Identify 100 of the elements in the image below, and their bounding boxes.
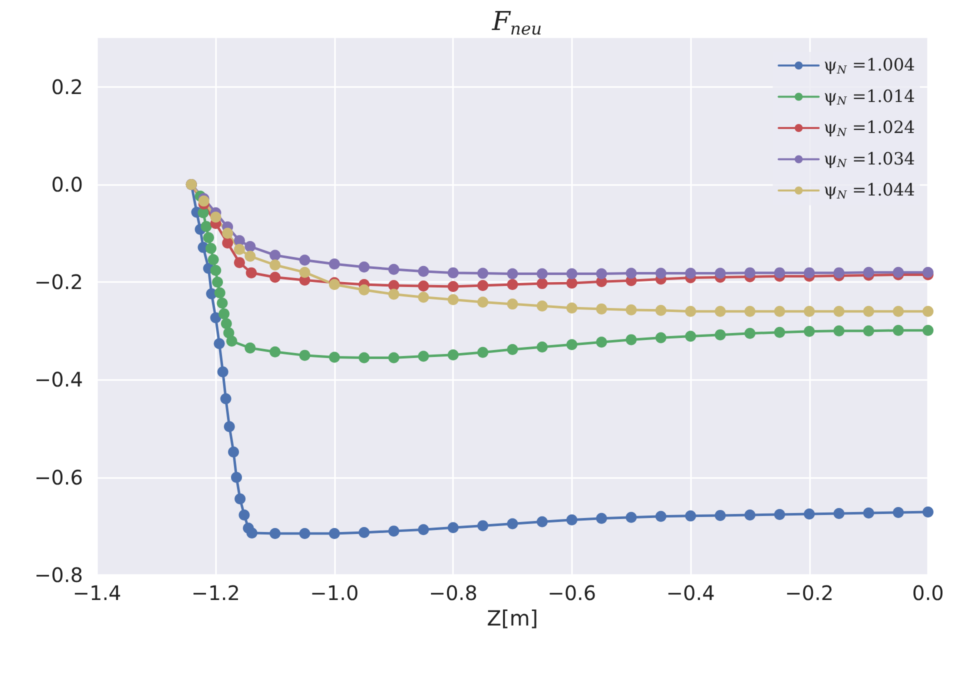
point bbox=[299, 254, 310, 266]
point bbox=[892, 306, 904, 317]
point bbox=[418, 292, 429, 303]
point bbox=[596, 303, 608, 314]
point bbox=[744, 328, 756, 339]
point bbox=[358, 261, 370, 272]
point bbox=[477, 296, 488, 308]
point bbox=[566, 302, 578, 314]
point bbox=[418, 524, 429, 536]
point bbox=[220, 318, 232, 330]
point bbox=[507, 298, 518, 310]
point bbox=[655, 304, 666, 316]
point bbox=[212, 276, 223, 288]
point bbox=[448, 349, 459, 360]
point bbox=[246, 267, 257, 278]
point bbox=[217, 366, 228, 378]
point bbox=[234, 244, 245, 255]
point bbox=[222, 228, 234, 239]
point bbox=[270, 528, 281, 539]
point bbox=[234, 235, 245, 246]
point bbox=[536, 278, 548, 290]
point bbox=[299, 266, 310, 278]
point bbox=[388, 264, 400, 275]
point bbox=[596, 512, 608, 524]
point bbox=[198, 196, 210, 207]
point bbox=[804, 326, 815, 337]
point bbox=[744, 306, 756, 317]
point bbox=[358, 527, 370, 538]
point bbox=[566, 339, 578, 350]
point bbox=[863, 266, 874, 278]
point bbox=[205, 242, 216, 254]
point bbox=[774, 306, 786, 317]
point bbox=[477, 268, 488, 279]
point bbox=[922, 266, 934, 278]
point bbox=[203, 232, 214, 244]
point bbox=[388, 288, 400, 300]
point bbox=[892, 266, 904, 278]
point bbox=[833, 267, 844, 278]
point bbox=[210, 212, 222, 223]
point bbox=[270, 346, 281, 358]
point bbox=[566, 278, 578, 289]
point bbox=[507, 518, 518, 530]
y-tick-label: −0.2 bbox=[34, 270, 83, 294]
point bbox=[388, 352, 400, 364]
point bbox=[244, 342, 256, 354]
point bbox=[222, 238, 234, 249]
x-axis-title: Z[m] bbox=[486, 606, 538, 630]
point bbox=[228, 446, 240, 458]
point bbox=[863, 325, 874, 336]
point bbox=[685, 510, 696, 522]
point bbox=[596, 268, 608, 280]
point bbox=[804, 267, 815, 278]
x-tick-label: −0.2 bbox=[784, 581, 834, 605]
point bbox=[328, 528, 340, 539]
y-tick-label: −0.4 bbox=[34, 368, 83, 392]
point bbox=[231, 472, 242, 483]
point bbox=[218, 308, 230, 320]
point bbox=[246, 528, 258, 539]
point bbox=[507, 344, 518, 355]
point bbox=[477, 346, 488, 358]
point bbox=[774, 508, 786, 520]
point bbox=[358, 352, 370, 364]
point bbox=[596, 336, 608, 348]
x-tick-label: −1.2 bbox=[191, 581, 240, 605]
point bbox=[833, 325, 844, 336]
point bbox=[833, 306, 844, 317]
point bbox=[566, 268, 578, 280]
point bbox=[922, 306, 934, 317]
point bbox=[507, 279, 518, 290]
point bbox=[270, 260, 281, 270]
point bbox=[626, 512, 637, 523]
point bbox=[448, 294, 459, 306]
point bbox=[655, 268, 666, 279]
point bbox=[863, 508, 874, 518]
point bbox=[566, 514, 578, 526]
point bbox=[804, 508, 815, 520]
point bbox=[892, 324, 904, 336]
x-tick-label: 0.0 bbox=[912, 581, 944, 605]
point bbox=[744, 267, 756, 278]
point bbox=[714, 329, 726, 340]
point bbox=[328, 258, 340, 270]
point bbox=[238, 509, 250, 520]
point bbox=[714, 510, 726, 521]
point bbox=[328, 352, 340, 363]
point bbox=[536, 516, 548, 528]
point bbox=[299, 528, 310, 539]
y-tick-label: 0.0 bbox=[51, 172, 83, 196]
point bbox=[626, 304, 637, 316]
point bbox=[685, 330, 696, 342]
point bbox=[744, 509, 756, 520]
point bbox=[270, 250, 281, 261]
point bbox=[244, 240, 256, 252]
point bbox=[418, 280, 429, 292]
x-tick-label: −0.8 bbox=[428, 581, 478, 605]
point bbox=[224, 421, 235, 432]
point bbox=[685, 306, 696, 317]
point bbox=[774, 326, 786, 338]
point bbox=[299, 350, 310, 361]
y-tick-label: −0.6 bbox=[34, 465, 83, 490]
point bbox=[270, 272, 281, 283]
